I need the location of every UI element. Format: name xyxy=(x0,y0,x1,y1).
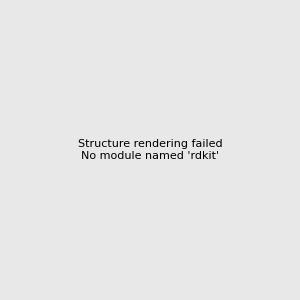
Text: Structure rendering failed
No module named 'rdkit': Structure rendering failed No module nam… xyxy=(78,139,222,161)
